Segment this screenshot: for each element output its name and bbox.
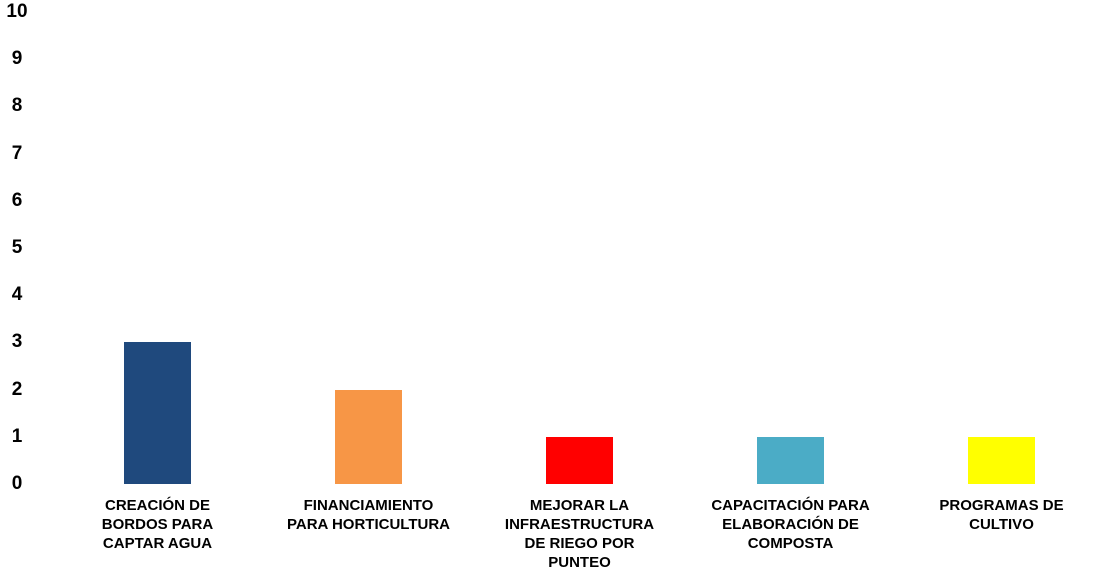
y-tick-label: 5 [11,237,23,258]
y-tick-label: 7 [11,142,23,164]
y-tick-label: 4 [11,284,23,306]
y-tick-label: 6 [11,189,23,211]
y-tick-label: 1 [11,425,23,447]
bar [124,342,191,484]
y-tick-label: 10 [6,1,28,22]
x-category-label-line: PROGRAMAS DE [939,497,1064,514]
x-category-label-line: PUNTEO [548,554,611,571]
y-tick-label: 8 [11,95,23,117]
bar [757,436,824,484]
x-category-label: FINANCIAMIENTO PARA HORTICULTURA [269,496,469,534]
x-category-label-line: CAPTAR AGUA [102,535,213,552]
bar [546,436,613,484]
x-category-label: CREACIÓN DE BORDOS PARA CAPTAR AGUA [58,496,258,553]
x-category-label-line: CREACIÓN DE [104,497,210,514]
x-category-label-line: DE RIEGO POR [524,535,635,552]
x-category-label-line: INFRAESTRUCTURA [504,516,655,533]
x-category-label-line: COMPOSTA [747,535,834,552]
x-category-label: MEJORAR LA INFRAESTRUCTURA DE RIEGO POR PUN… [480,496,680,572]
x-category-label: PROGRAMAS DE CULTIVO [902,496,1102,534]
x-category-label-line: PARA HORTICULTURA [286,516,451,533]
x-category-label-line: BORDOS PARA [101,516,214,533]
y-tick-label: 9 [11,48,23,70]
bar [335,389,402,484]
x-category-label-line: ELABORACIÓN DE [722,516,859,533]
x-category-label-line: CAPACITACIÓN PARA [711,497,870,514]
y-tick-label: 0 [11,473,23,494]
y-tick-label: 3 [11,331,23,353]
x-category-label: CAPACITACIÓN PARA ELABORACIÓN DE COMPOSTA [691,496,891,553]
y-tick-label: 2 [11,378,23,400]
x-category-label-line: CULTIVO [969,516,1034,533]
bar [968,436,1035,484]
x-category-label-line: MEJORAR LA [529,497,630,514]
x-category-label-line: FINANCIAMIENTO [303,497,434,514]
